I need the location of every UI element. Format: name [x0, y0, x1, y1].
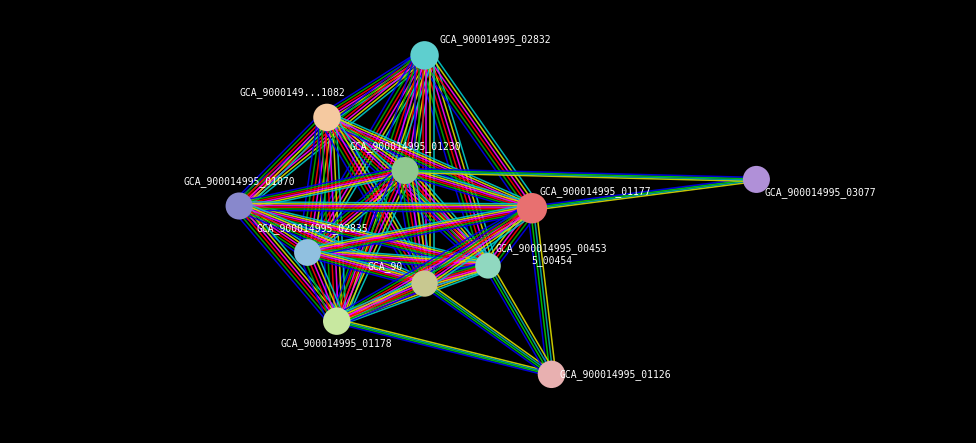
Text: GCA_90: GCA_90	[368, 261, 403, 272]
Text: GCA_900014995_03077: GCA_900014995_03077	[764, 187, 875, 198]
Point	[749, 176, 764, 183]
Text: GCA_900014995_01230: GCA_900014995_01230	[349, 141, 461, 152]
Text: GCA_900014995_02835: GCA_900014995_02835	[257, 223, 368, 233]
Text: GCA_900014995_01177: GCA_900014995_01177	[540, 186, 651, 197]
Text: GCA_900014995_01178: GCA_900014995_01178	[281, 338, 392, 349]
Point	[544, 371, 559, 378]
Point	[417, 52, 432, 59]
Point	[524, 205, 540, 212]
Text: GCA_900014995_00453
5_00454: GCA_900014995_00453 5_00454	[496, 243, 607, 266]
Text: GCA_900014995_02832: GCA_900014995_02832	[439, 35, 550, 45]
Point	[329, 318, 345, 325]
Text: GCA_900014995_01126: GCA_900014995_01126	[559, 369, 671, 380]
Point	[397, 167, 413, 174]
Point	[231, 202, 247, 210]
Point	[480, 262, 496, 269]
Point	[300, 249, 315, 256]
Text: GCA_9000149...1082: GCA_9000149...1082	[240, 88, 346, 98]
Text: GCA_900014995_01070: GCA_900014995_01070	[183, 176, 295, 187]
Point	[319, 114, 335, 121]
Point	[417, 280, 432, 287]
